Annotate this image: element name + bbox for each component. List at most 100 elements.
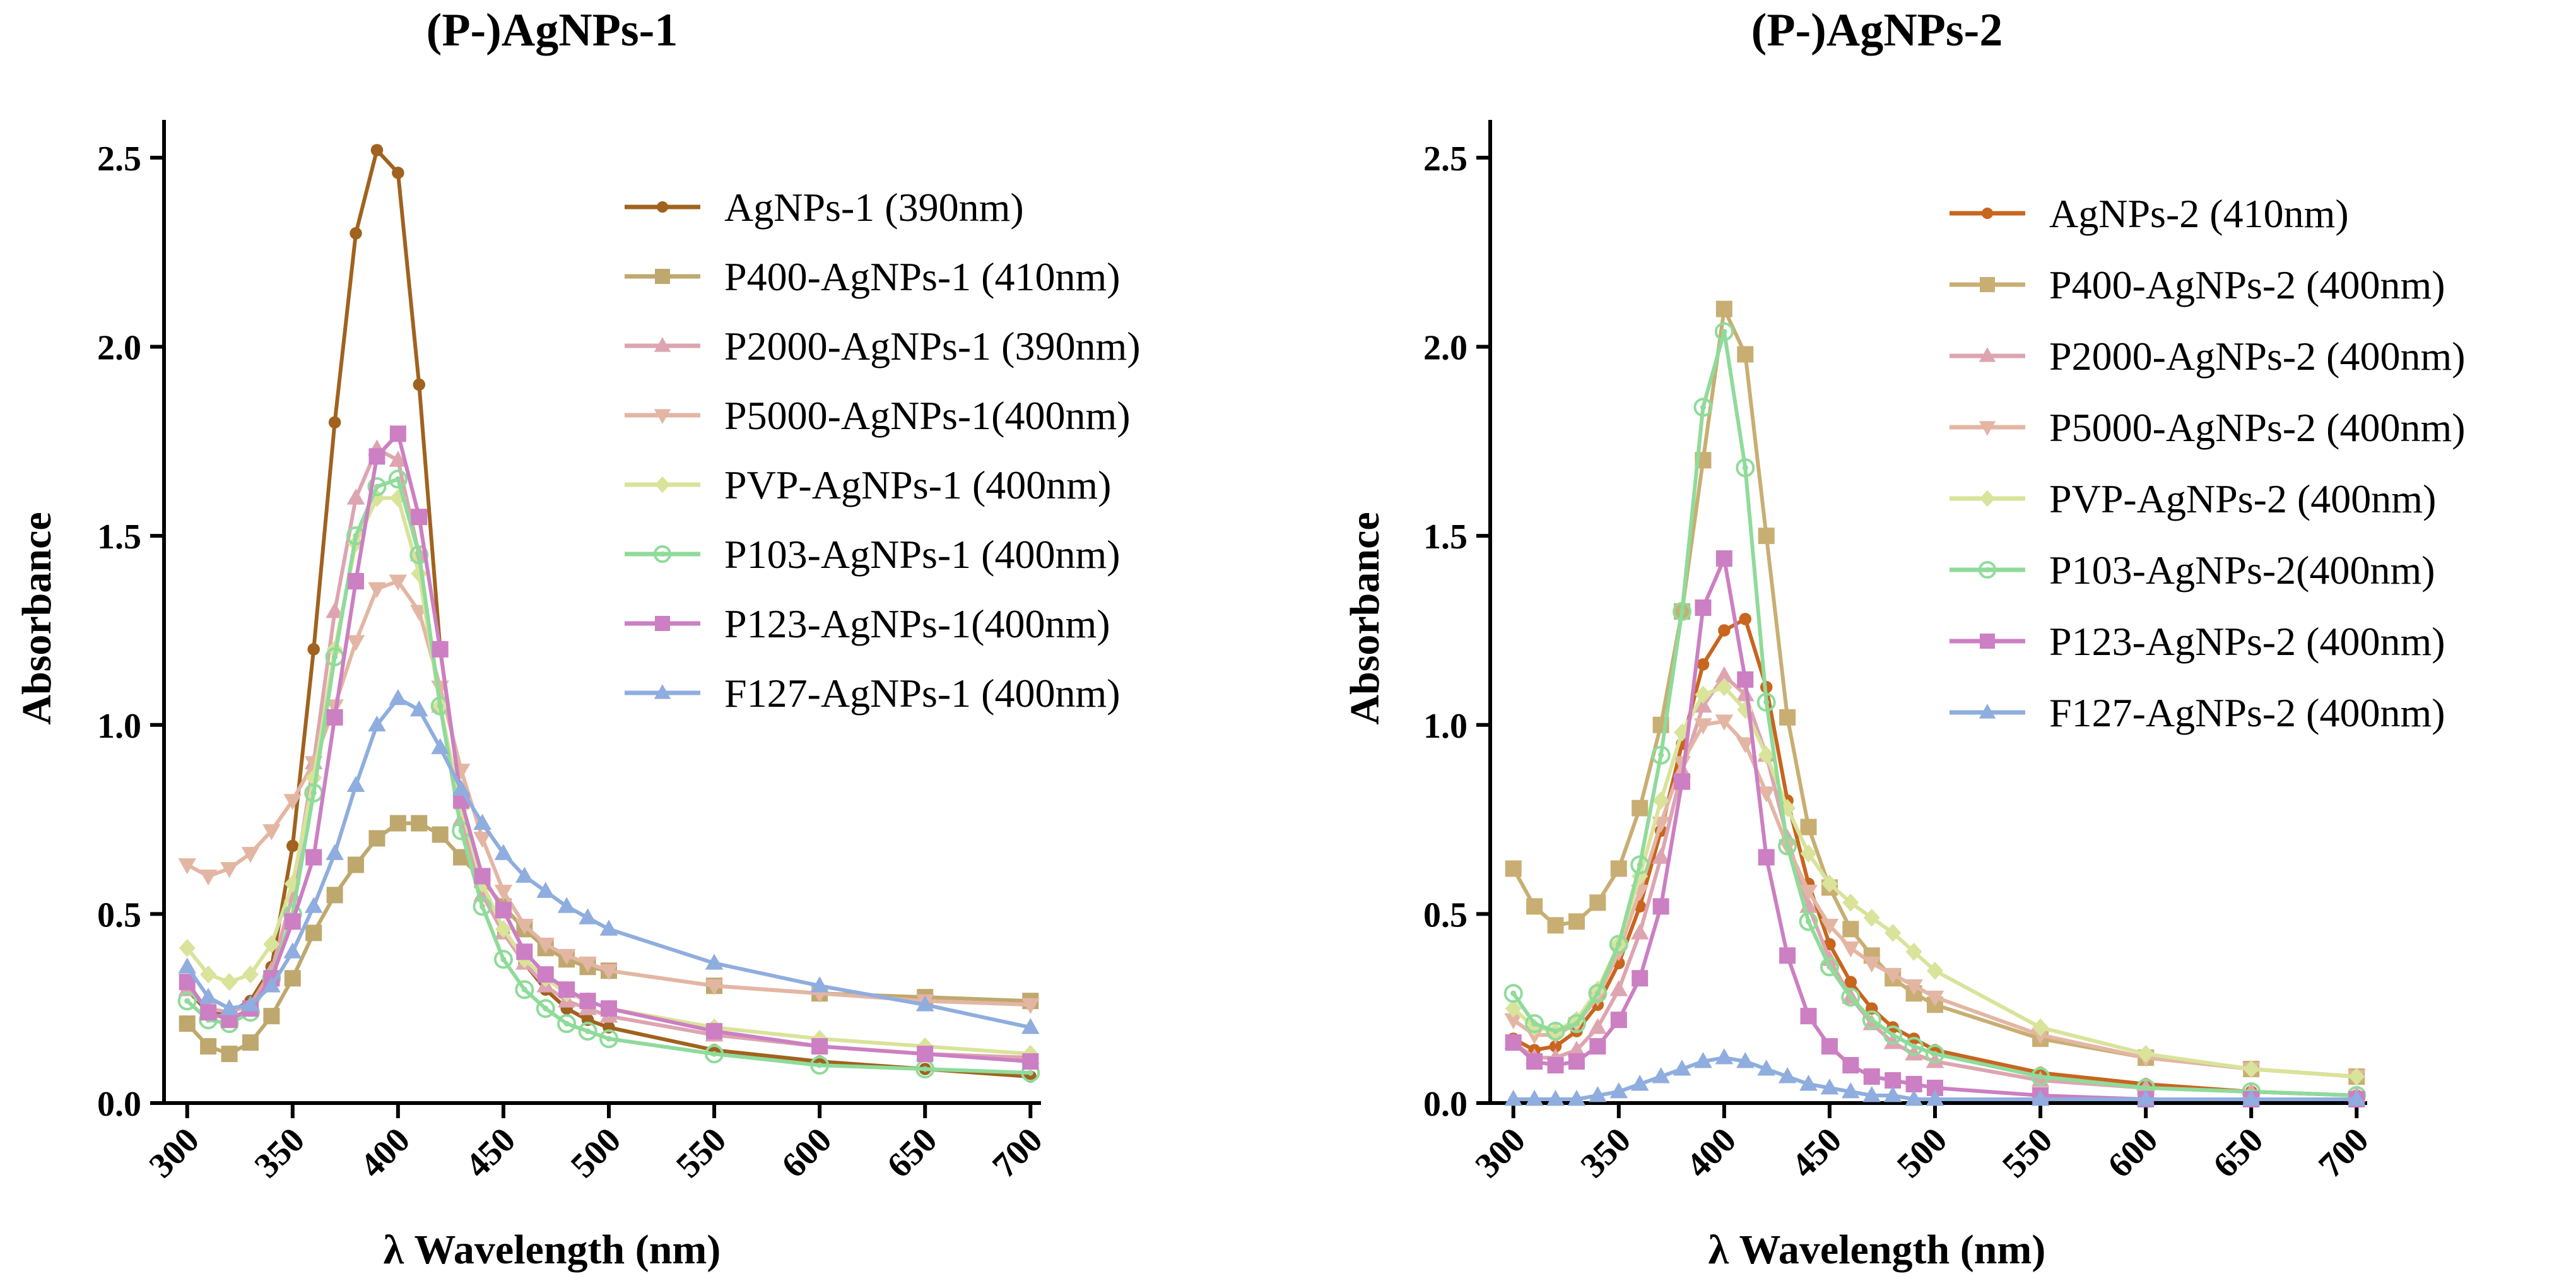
data-point — [242, 965, 259, 984]
data-point — [1821, 875, 1838, 893]
data-point — [370, 144, 384, 156]
series-f127-agnps-2-400nm- — [1504, 1048, 2366, 1106]
data-point — [177, 991, 197, 1011]
data-point — [1547, 917, 1564, 934]
data-point — [1862, 956, 1881, 973]
data-point — [200, 965, 217, 984]
chart-agnps-1: (P-)AgNPs-1 λ Wavelength (nm) Absorbance… — [14, 4, 1141, 1273]
legend-marker — [1979, 561, 1996, 579]
legend-item: P2000-AgNPs-2 (400nm) — [1950, 334, 2466, 379]
data-point — [1549, 1040, 1562, 1053]
data-point — [220, 862, 238, 878]
legend-item: P103-AgNPs-2(400nm) — [1950, 548, 2435, 593]
data-point — [1714, 322, 1734, 341]
data-point — [1736, 1052, 1755, 1068]
data-point — [1842, 894, 1859, 912]
data-point — [241, 847, 260, 863]
legend-item: F127-AgNPs-2 (400nm) — [1950, 690, 2445, 735]
series-p123-agnps-2-400nm- — [1505, 550, 2365, 1108]
data-point — [1737, 346, 1754, 363]
data-point — [286, 839, 299, 853]
data-point — [263, 1008, 280, 1025]
data-point — [348, 856, 365, 873]
y-tick-label: 0.5 — [97, 895, 141, 935]
legend-item: PVP-AgNPs-1 (400nm) — [625, 463, 1111, 507]
legend-item: P123-AgNPs-2 (400nm) — [1950, 619, 2445, 664]
data-point — [515, 866, 534, 883]
data-point — [348, 573, 365, 590]
series-layer — [177, 144, 1040, 1083]
data-point — [389, 574, 408, 591]
data-point — [1842, 941, 1860, 958]
data-point — [1926, 1044, 1944, 1064]
data-point — [388, 469, 408, 489]
data-point — [1630, 855, 1650, 875]
data-point — [326, 887, 343, 904]
data-point — [409, 545, 429, 565]
data-point — [199, 988, 218, 1004]
data-point — [242, 1034, 259, 1051]
legend-item: P2000-AgNPs-1 (390nm) — [625, 324, 1141, 369]
data-point — [1800, 1008, 1817, 1025]
data-point — [1739, 613, 1752, 625]
legend-label: P2000-AgNPs-1 (390nm) — [724, 324, 1141, 369]
data-point — [241, 995, 260, 1012]
data-point — [1568, 913, 1585, 930]
data-point — [811, 1038, 828, 1055]
data-point — [1652, 1067, 1670, 1083]
chart-title: (P-)AgNPs-1 — [426, 4, 678, 56]
legend-marker — [655, 476, 670, 493]
data-point — [599, 964, 618, 981]
data-point — [326, 844, 344, 860]
data-point — [179, 939, 196, 957]
data-point — [1863, 1068, 1880, 1085]
data-point — [1737, 671, 1754, 688]
y-tick-label: 0.5 — [1423, 895, 1467, 935]
data-point — [599, 1029, 618, 1049]
legend-marker — [1980, 277, 1995, 292]
data-point — [1694, 696, 1712, 713]
data-point — [706, 1023, 723, 1040]
data-point — [1905, 1076, 1922, 1093]
data-point — [304, 897, 323, 913]
legend-label: P103-AgNPs-1 (400nm) — [724, 532, 1120, 577]
data-point — [1651, 745, 1671, 765]
data-point — [1862, 1086, 1881, 1102]
x-axis-title: λ Wavelength (nm) — [384, 1227, 721, 1273]
series-f127-agnps-1-400nm- — [178, 688, 1040, 1034]
data-point — [179, 1015, 196, 1032]
data-point — [1632, 800, 1649, 817]
data-point — [1715, 550, 1732, 567]
data-point — [1525, 1014, 1544, 1034]
x-axis-title: λ Wavelength (nm) — [1709, 1227, 2046, 1273]
data-point — [1567, 1090, 1586, 1106]
data-point — [1926, 990, 1944, 1007]
data-point — [1021, 1018, 1040, 1034]
data-point — [1022, 1053, 1039, 1070]
legend-item: AgNPs-2 (410nm) — [1950, 191, 2349, 236]
data-point — [515, 918, 534, 935]
data-point — [1778, 836, 1797, 856]
legend-item: AgNPs-1 (390nm) — [625, 185, 1024, 230]
data-point — [1904, 1037, 1924, 1056]
data-point — [516, 943, 533, 960]
data-point — [389, 688, 408, 705]
data-point — [262, 824, 281, 841]
data-point — [2138, 1044, 2155, 1063]
legend-label: F127-AgNPs-2 (400nm) — [2049, 690, 2445, 735]
data-point — [1525, 1090, 1544, 1106]
legend-label: P123-AgNPs-2 (400nm) — [2049, 619, 2445, 664]
y-tick-label: 2.0 — [1423, 329, 1467, 368]
data-point — [1799, 885, 1818, 901]
data-point — [1674, 773, 1691, 790]
data-point — [1630, 923, 1649, 940]
data-point — [2031, 1090, 2050, 1106]
legend-item: P5000-AgNPs-2 (400nm) — [1950, 405, 2466, 450]
data-point — [1588, 984, 1608, 1003]
data-point — [536, 882, 555, 898]
data-point — [2243, 1060, 2260, 1078]
data-point — [1885, 1072, 1902, 1089]
legend-marker — [655, 269, 670, 284]
data-point — [346, 488, 365, 505]
data-point — [1695, 599, 1712, 617]
